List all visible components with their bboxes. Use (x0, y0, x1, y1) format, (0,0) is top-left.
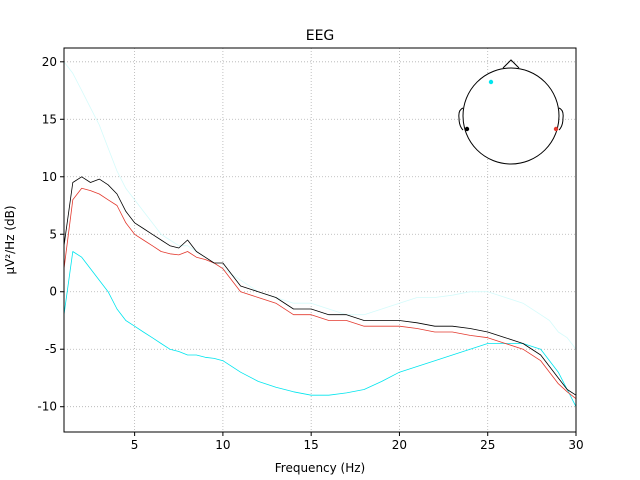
series-line (63, 251, 577, 407)
x-tick-label: 25 (480, 438, 495, 452)
y-tick-label: -10 (37, 400, 57, 414)
series-layer (63, 61, 577, 407)
sensor-dot-red (553, 126, 559, 132)
y-tick-label: 20 (42, 55, 57, 69)
sensor-dot-cyan (488, 79, 494, 85)
x-tick-label: 5 (131, 438, 139, 452)
head-outline (462, 67, 560, 165)
nose-icon (502, 59, 520, 69)
y-tick-label: 15 (42, 112, 57, 126)
x-tick-label: 10 (215, 438, 230, 452)
right-ear-icon (558, 107, 564, 131)
x-axis-label: Frequency (Hz) (275, 461, 366, 475)
x-axis-ticks: 5 10 15 20 25 30 (131, 432, 584, 452)
x-tick-label: 15 (304, 438, 319, 452)
y-tick-label: 5 (49, 227, 57, 241)
series-line (63, 176, 577, 396)
y-tick-label: 0 (49, 285, 57, 299)
grid-lines (64, 48, 577, 432)
chart-title: EEG (306, 28, 335, 44)
sensor-head-map (458, 59, 564, 165)
x-tick-label: 20 (392, 438, 407, 452)
y-axis-label: µV²/Hz (dB) (3, 205, 17, 274)
left-ear-icon (458, 107, 464, 131)
plot-frame (63, 47, 577, 433)
sensor-dot-black (464, 126, 470, 132)
series-line (63, 187, 577, 400)
y-axis-ticks: -10 -5 0 5 10 15 20 (37, 55, 64, 414)
y-tick-label: 10 (42, 170, 57, 184)
y-tick-label: -5 (45, 342, 57, 356)
x-tick-label: 30 (568, 438, 583, 452)
